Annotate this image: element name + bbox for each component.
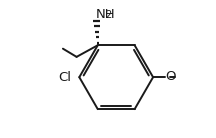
Text: 2: 2 [105, 10, 111, 20]
Text: NH: NH [96, 8, 115, 21]
Text: Cl: Cl [58, 71, 71, 84]
Text: O: O [165, 70, 176, 83]
